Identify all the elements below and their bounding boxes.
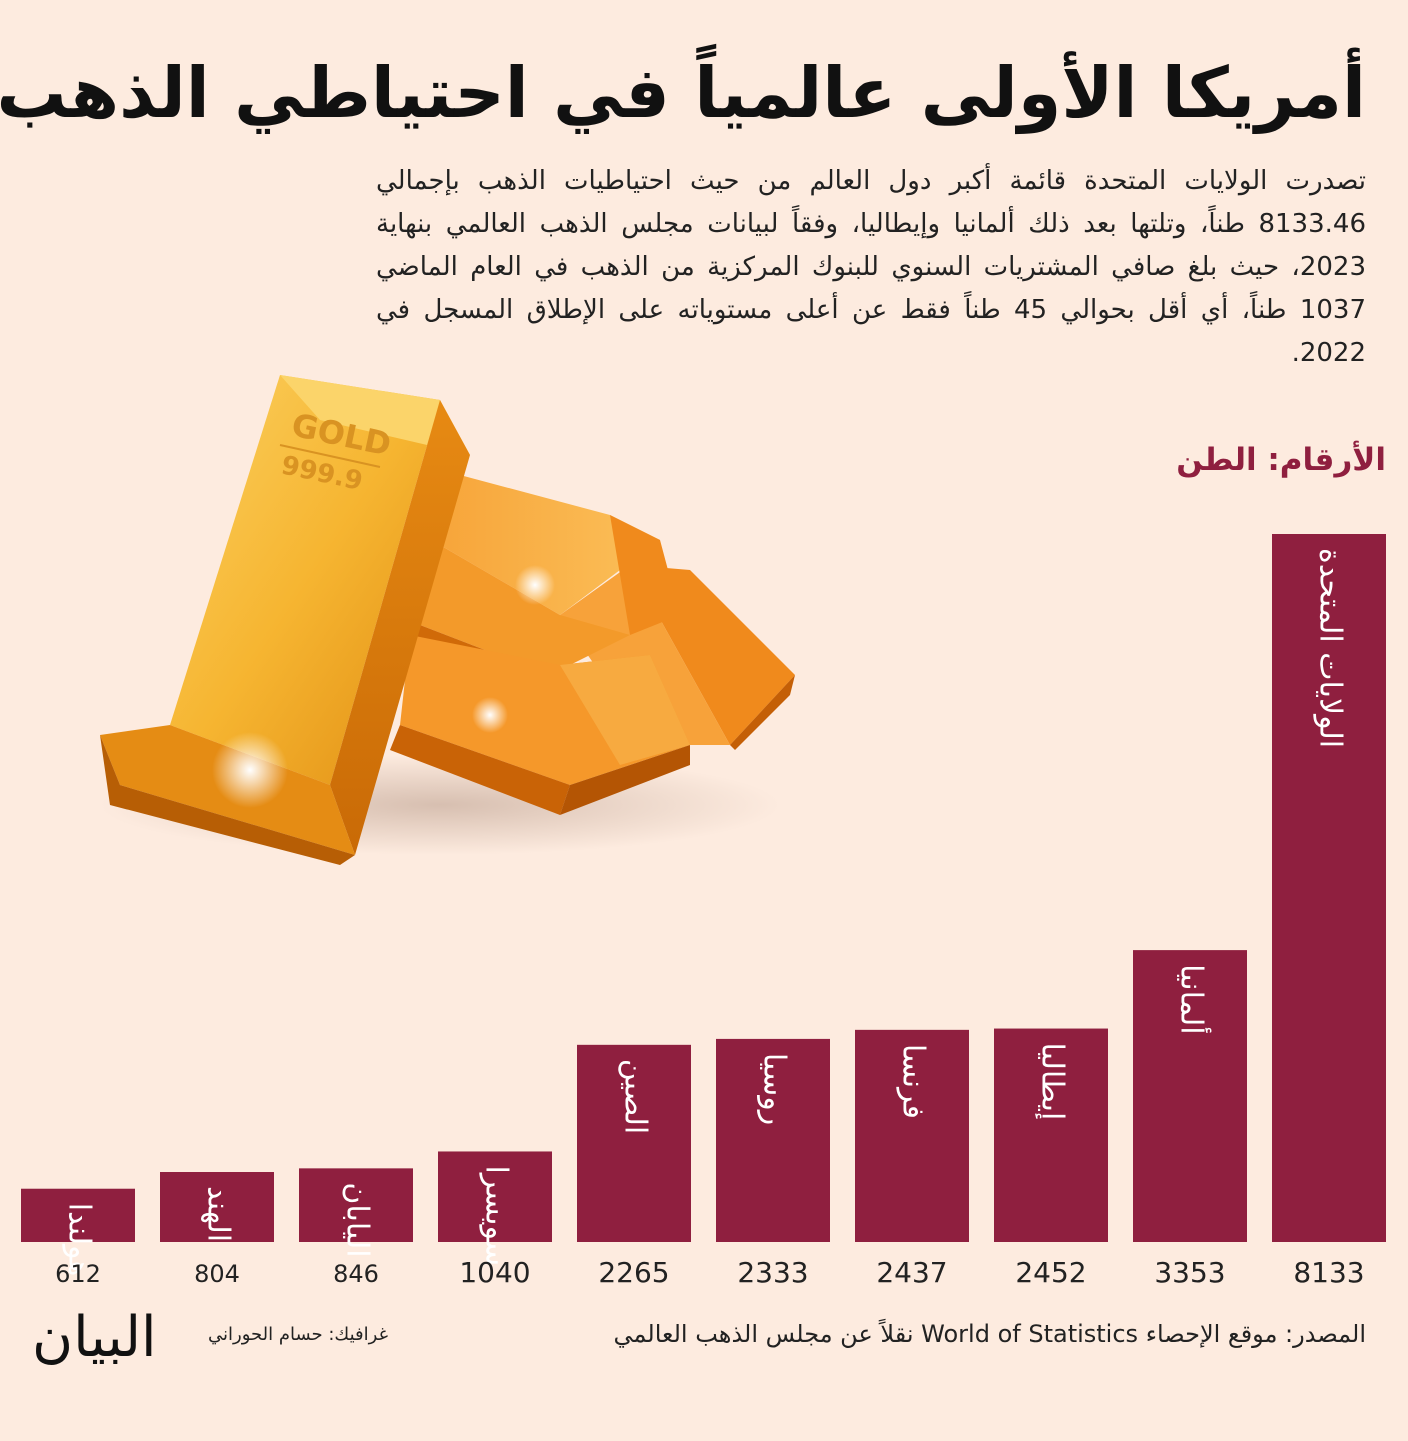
sparkle-icon bbox=[212, 732, 288, 808]
bar-value-label: 846 bbox=[333, 1260, 379, 1288]
bar bbox=[1133, 950, 1247, 1242]
bar-value-label: 2265 bbox=[598, 1256, 669, 1289]
intro-paragraph: تصدرت الولايات المتحدة قائمة أكبر دول ال… bbox=[376, 166, 1366, 368]
bar bbox=[1272, 534, 1386, 1242]
unit-label: الأرقام: الطن bbox=[1176, 442, 1386, 478]
bar-category-label: ألمانيا bbox=[1174, 964, 1213, 1035]
bar-category-label: هولندا bbox=[62, 1203, 97, 1277]
bar-value-label: 8133 bbox=[1293, 1256, 1364, 1289]
sparkle-icon bbox=[515, 565, 555, 605]
bar-category-label: روسيا bbox=[757, 1053, 792, 1125]
bar bbox=[299, 1168, 413, 1242]
bar-value-label: 2333 bbox=[737, 1256, 808, 1289]
graphic-credit: غرافيك: حسام الحوراني bbox=[208, 1324, 388, 1345]
bar-value-label: 2437 bbox=[876, 1256, 947, 1289]
bar bbox=[855, 1029, 969, 1242]
bar bbox=[160, 1172, 274, 1242]
bar-value-label: 804 bbox=[194, 1260, 240, 1288]
bar bbox=[21, 1188, 135, 1242]
gold-bars-illustration: GOLD 999.9 bbox=[100, 375, 795, 865]
bar bbox=[438, 1151, 552, 1242]
bar-category-label: الصين bbox=[618, 1059, 653, 1134]
bar-value-label: 3353 bbox=[1154, 1256, 1225, 1289]
publisher-logo: البيان bbox=[32, 1305, 157, 1370]
bar-category-label: الولايات المتحدة bbox=[1313, 548, 1348, 748]
gold-label-line bbox=[279, 444, 381, 468]
gold-bar-lower bbox=[390, 635, 690, 815]
bar-category-label: اليابان bbox=[340, 1182, 375, 1257]
bar-value-label: 2452 bbox=[1015, 1256, 1086, 1289]
bar-value-label: 1040 bbox=[459, 1256, 530, 1289]
bar bbox=[716, 1038, 830, 1242]
bar-category-label: إيطاليا bbox=[1035, 1043, 1070, 1121]
bar bbox=[994, 1028, 1108, 1242]
source-note: المصدر: موقع الإحصاء World of Statistics… bbox=[613, 1320, 1366, 1348]
page-title: أمريكا الأولى عالمياً في احتياطي الذهب bbox=[0, 52, 1366, 134]
bar-category-label: فرنسا bbox=[896, 1044, 931, 1119]
bar-category-label: الهند bbox=[201, 1186, 236, 1242]
bar-category-label: سويسرا bbox=[479, 1165, 514, 1266]
sparkle-icon bbox=[472, 697, 508, 733]
bar-value-label: 612 bbox=[55, 1260, 101, 1288]
bar bbox=[577, 1044, 691, 1242]
